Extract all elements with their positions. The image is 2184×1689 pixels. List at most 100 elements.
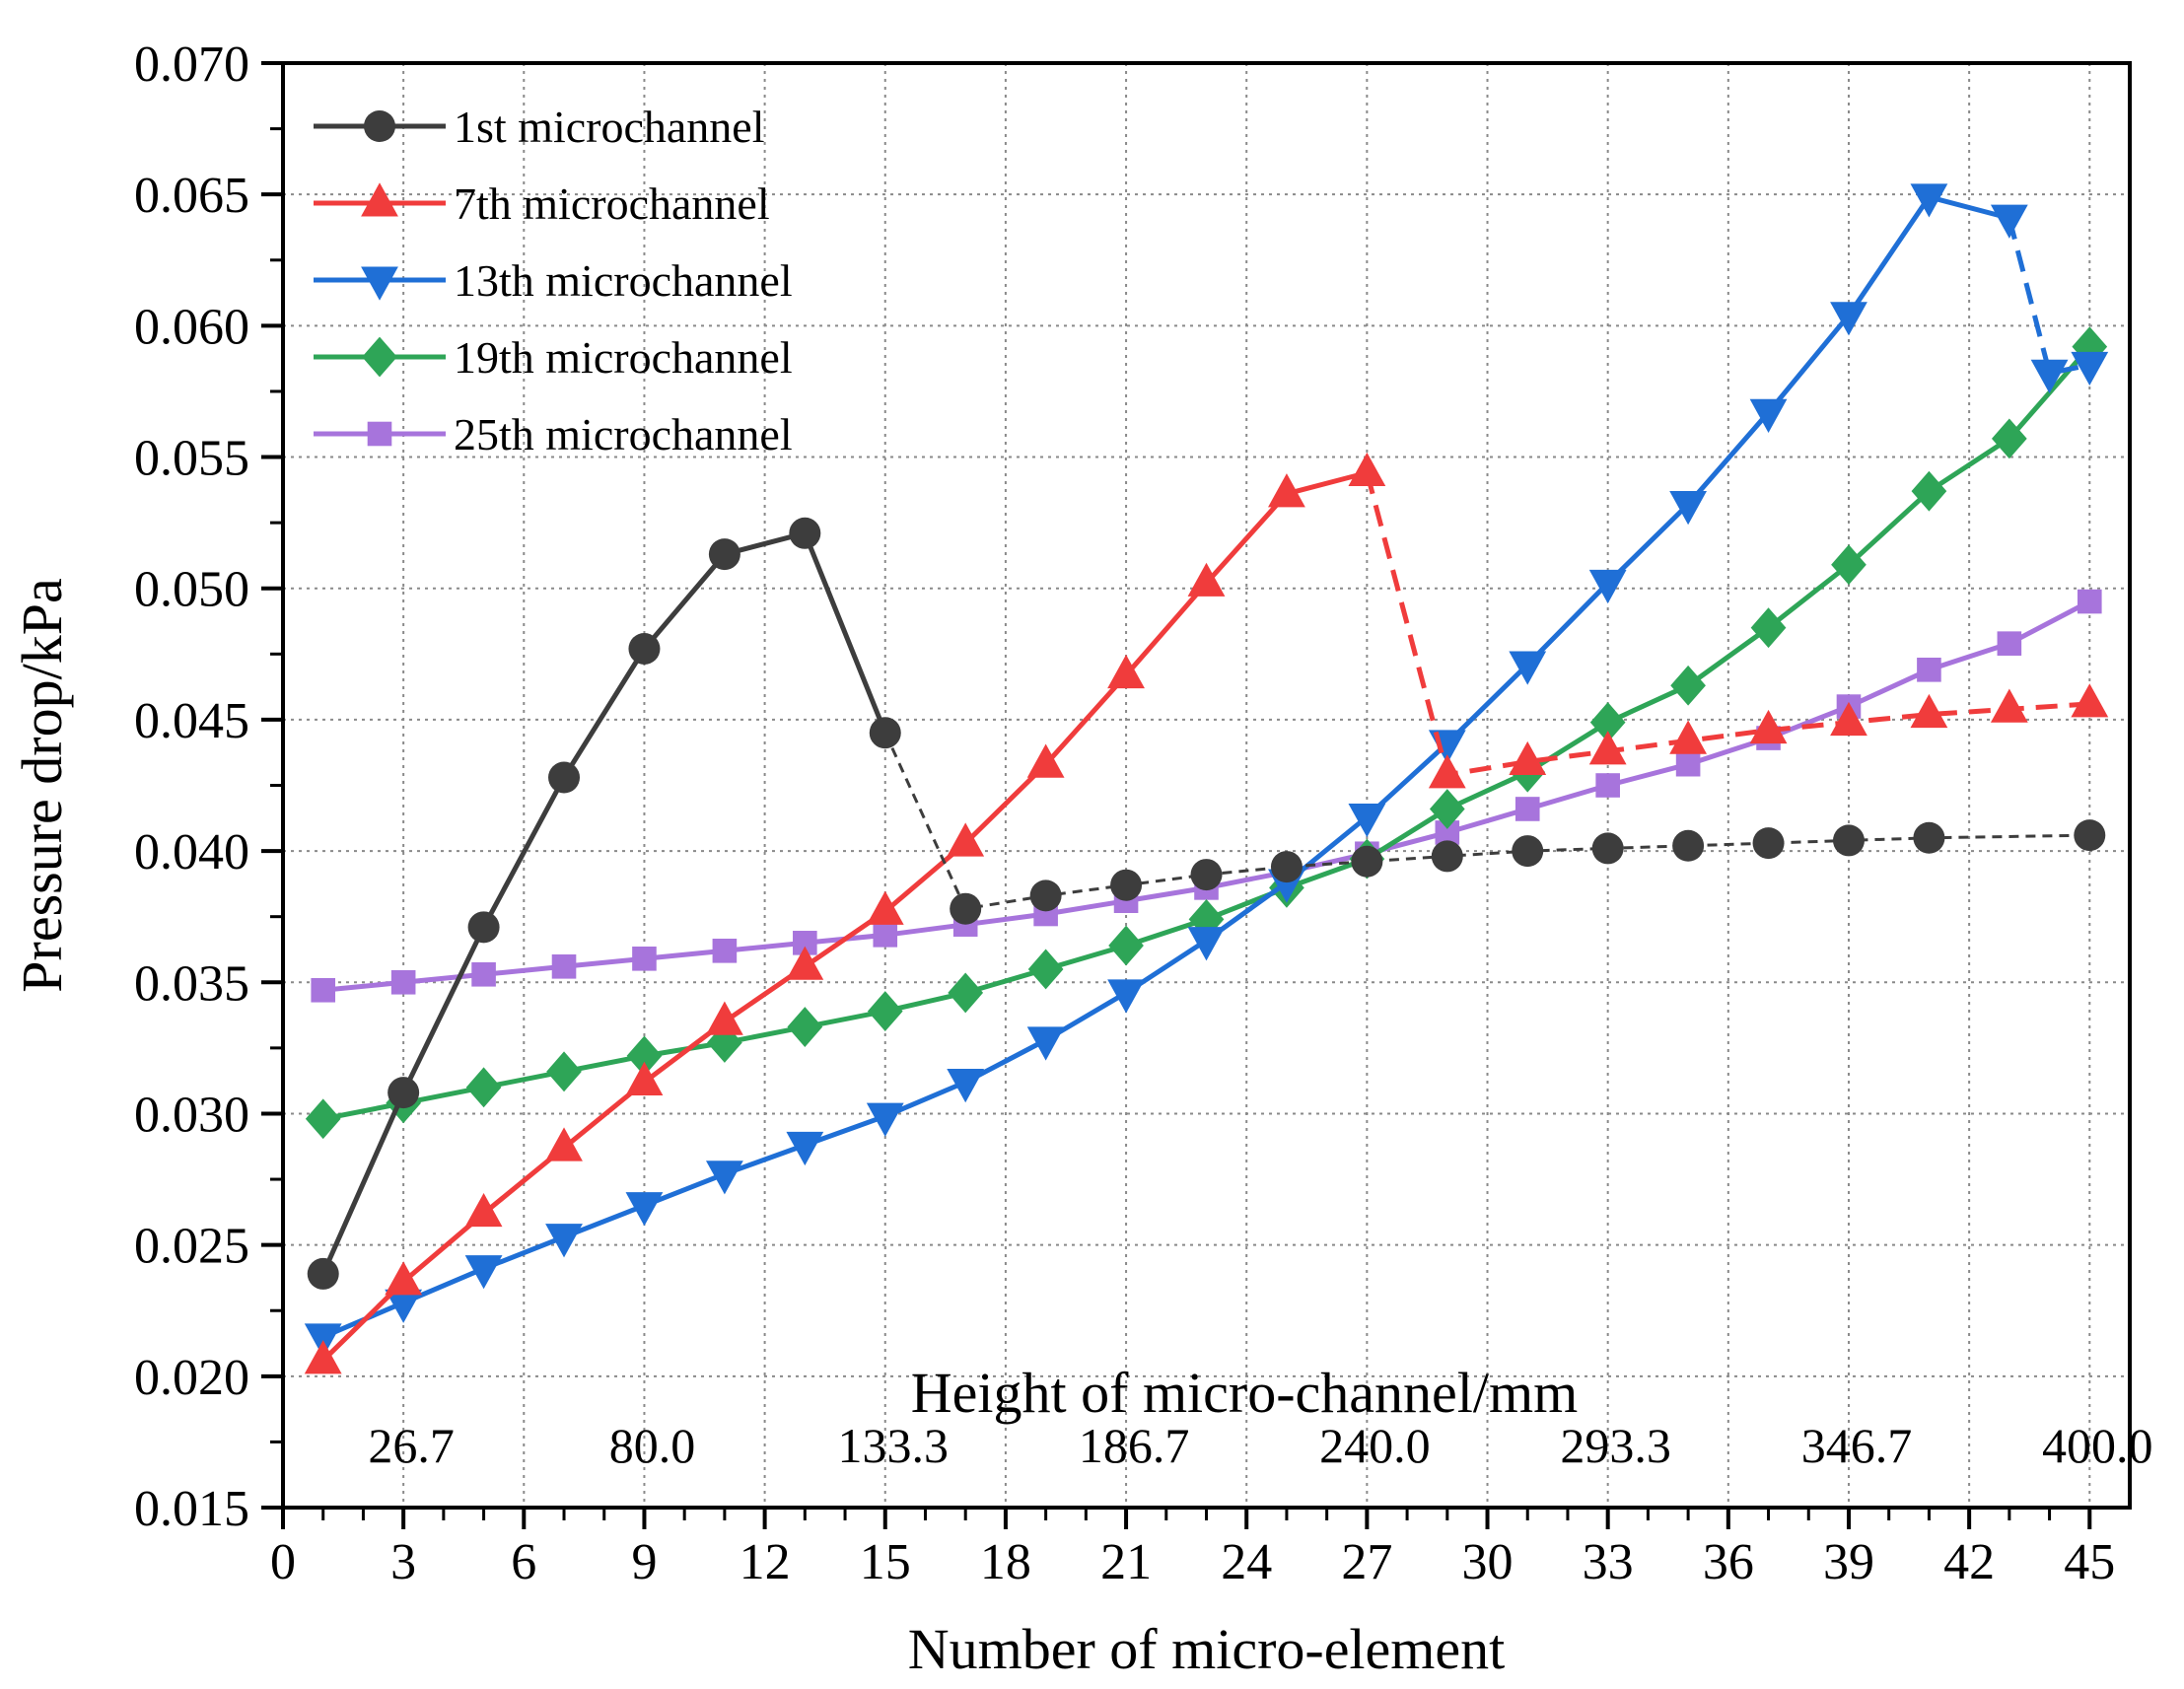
height-tick-label: 346.7 [1801, 1418, 1913, 1473]
data-point [1997, 631, 2022, 656]
series-layer [304, 183, 2109, 1374]
height-tick-label: 133.3 [838, 1418, 950, 1473]
height-tick-label: 186.7 [1079, 1418, 1190, 1473]
data-point [1509, 651, 1547, 685]
data-point [786, 1131, 824, 1166]
series-line-dashed [2007, 217, 2090, 376]
data-point [1589, 702, 1626, 742]
axes: 0 3 6 9 12 15 18 21 24 27 30 33 36 39 42 450.0150.0200.… [134, 36, 2153, 1590]
data-point [304, 1340, 342, 1374]
legend-item: 25th microchannel [314, 409, 793, 459]
x-tick-label: 15 [860, 1534, 911, 1590]
data-point [1027, 949, 1064, 990]
y-axis-title: Pressure drop/kPa [10, 578, 74, 992]
data-point [1672, 829, 1705, 862]
y-tick-label: 0.065 [134, 168, 249, 224]
data-point [1431, 840, 1463, 873]
data-point [1515, 797, 1540, 821]
y-tick-label: 0.035 [134, 955, 249, 1012]
data-point [950, 892, 982, 925]
data-point [1348, 803, 1386, 838]
data-point [2074, 819, 2106, 852]
data-point [464, 1255, 503, 1290]
legend-label: 1st microchannel [454, 102, 765, 152]
data-point [307, 1257, 339, 1290]
data-point [1832, 824, 1865, 857]
y-tick-label: 0.025 [134, 1219, 249, 1275]
data-point [546, 1051, 582, 1092]
height-tick-label: 240.0 [1319, 1418, 1431, 1473]
data-point [1270, 851, 1303, 883]
data-point [385, 1289, 423, 1323]
x-tick-label: 21 [1100, 1534, 1152, 1590]
data-point [708, 538, 740, 571]
data-point [2030, 359, 2069, 394]
data-point [1911, 470, 1947, 512]
x-tick-label: 24 [1221, 1534, 1272, 1590]
data-point [1188, 898, 1225, 940]
series-line [322, 345, 2092, 1122]
data-point [869, 717, 901, 749]
data-point [1749, 709, 1788, 744]
legend-item: 19th microchannel [314, 332, 793, 383]
data-point [1110, 869, 1143, 901]
y-tick-label: 0.020 [134, 1350, 249, 1406]
data-point [947, 1068, 985, 1103]
data-point [1595, 773, 1620, 798]
data-point [1509, 740, 1547, 776]
data-point [464, 1192, 503, 1228]
series-line [320, 470, 1369, 1363]
data-point [1669, 720, 1708, 754]
height-tick-label: 293.3 [1560, 1418, 1671, 1473]
data-point [789, 517, 821, 549]
data-point [364, 110, 395, 142]
data-point [1026, 1026, 1065, 1061]
data-point [1670, 665, 1706, 706]
data-point [1588, 731, 1627, 765]
x-tick-label: 36 [1703, 1534, 1754, 1590]
y-tick-label: 0.050 [134, 562, 249, 618]
y-tick-label: 0.030 [134, 1087, 249, 1143]
y-tick-label: 0.070 [134, 36, 249, 93]
y-tick-label: 0.045 [134, 693, 249, 749]
data-point [367, 421, 392, 447]
legend-item: 7th microchannel [314, 178, 770, 229]
data-point [390, 969, 416, 995]
data-point [626, 1035, 663, 1077]
data-point [1830, 701, 1867, 737]
x-tick-label: 12 [740, 1534, 791, 1590]
legend-label: 7th microchannel [454, 178, 770, 229]
x-tick-label: 3 [390, 1534, 416, 1590]
data-point [361, 182, 398, 217]
y-tick-label: 0.060 [134, 299, 249, 355]
series-line [320, 530, 888, 1275]
data-point [1429, 789, 1465, 829]
x-tick-label: 18 [980, 1534, 1031, 1590]
data-point [632, 947, 657, 971]
data-point [551, 953, 577, 979]
data-point [1026, 743, 1065, 778]
data-point [1831, 544, 1867, 586]
data-point [2071, 683, 2109, 718]
series-line [321, 194, 2010, 1340]
x-tick-label: 27 [1341, 1534, 1392, 1590]
series-line-dashed [1364, 471, 2090, 778]
data-point [1830, 302, 1867, 336]
data-point [1029, 880, 1062, 912]
data-point [628, 632, 661, 665]
x-tick-label: 39 [1823, 1534, 1874, 1590]
x-tick-label: 9 [631, 1534, 657, 1590]
x-tick-label: 33 [1583, 1534, 1634, 1590]
legend-label: 13th microchannel [454, 255, 793, 306]
data-point [385, 1261, 423, 1296]
data-point [1910, 183, 1948, 218]
data-point [361, 266, 398, 301]
data-point [1108, 925, 1144, 966]
data-point [867, 991, 903, 1031]
data-point [387, 1077, 420, 1109]
data-point [705, 1161, 743, 1195]
data-point [625, 1192, 664, 1227]
data-point [712, 939, 738, 963]
data-point [948, 972, 984, 1014]
